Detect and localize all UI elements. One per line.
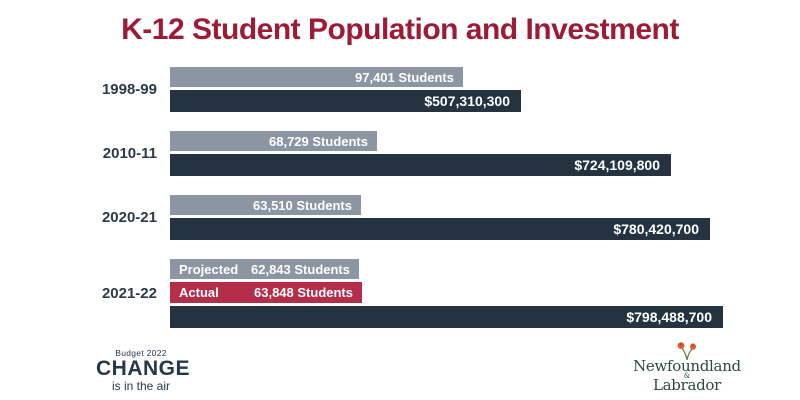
students-projected-bar: Projected 62,843 Students bbox=[170, 259, 359, 279]
chart-group-2010-11: 2010-11 68,729 Students $724,109,800 bbox=[0, 131, 800, 176]
budget-2022-wordmark: Budget 2022 CHANGE is in the air bbox=[96, 348, 191, 394]
investment-bar: $507,310,300 bbox=[170, 90, 521, 112]
category-label: 2020-21 bbox=[101, 209, 157, 226]
category-label: 2021-22 bbox=[101, 285, 157, 302]
students-actual-bar: Actual 63,848 Students bbox=[170, 282, 362, 303]
change-wordmark: CHANGE bbox=[96, 357, 191, 381]
bar-value-label: $798,488,700 bbox=[626, 309, 712, 325]
bar-prefix-label: Actual bbox=[179, 285, 219, 300]
chart-title: K-12 Student Population and Investment bbox=[121, 13, 679, 46]
investment-bar: $798,488,700 bbox=[170, 306, 723, 328]
category-label: 1998-99 bbox=[101, 81, 157, 98]
bar-value-label: 62,843 Students bbox=[251, 261, 350, 277]
nl-logo-ampersand: & bbox=[683, 371, 691, 380]
chart-group-2020-21: 2020-21 63,510 Students $780,420,700 bbox=[0, 195, 800, 240]
students-bar: 68,729 Students bbox=[170, 131, 377, 151]
bar-value-label: 63,848 Students bbox=[254, 285, 353, 300]
bar-chart: 1998-99 97,401 Students $507,310,300 201… bbox=[0, 67, 800, 328]
students-bar: 63,510 Students bbox=[170, 195, 361, 215]
bar-value-label: 68,729 Students bbox=[269, 133, 368, 149]
bar-value-label: $507,310,300 bbox=[424, 93, 510, 109]
nl-logo-line1: Newfoundland bbox=[633, 356, 741, 375]
change-tagline: is in the air bbox=[111, 379, 171, 394]
nl-logo-line2: Labrador bbox=[652, 376, 722, 394]
students-bar: 97,401 Students bbox=[170, 67, 463, 87]
bar-value-label: $780,420,700 bbox=[613, 221, 699, 237]
bar-prefix-label: Projected bbox=[179, 261, 239, 277]
chart-group-2021-22: 2021-22 Projected 62,843 Students Actual… bbox=[0, 259, 800, 328]
bar-value-label: 63,510 Students bbox=[253, 197, 352, 213]
bar-value-label: 97,401 Students bbox=[355, 69, 454, 85]
pitcher-plant-flower-icon bbox=[677, 342, 696, 360]
investment-bar: $780,420,700 bbox=[170, 218, 710, 240]
bar-value-label: $724,109,800 bbox=[574, 157, 660, 173]
category-label: 2010-11 bbox=[102, 145, 157, 162]
chart-group-1998-99: 1998-99 97,401 Students $507,310,300 bbox=[0, 67, 800, 112]
investment-bar: $724,109,800 bbox=[170, 154, 671, 176]
budget-label: Budget 2022 bbox=[115, 348, 167, 359]
newfoundland-labrador-logo: Newfoundland & Labrador bbox=[632, 342, 742, 393]
